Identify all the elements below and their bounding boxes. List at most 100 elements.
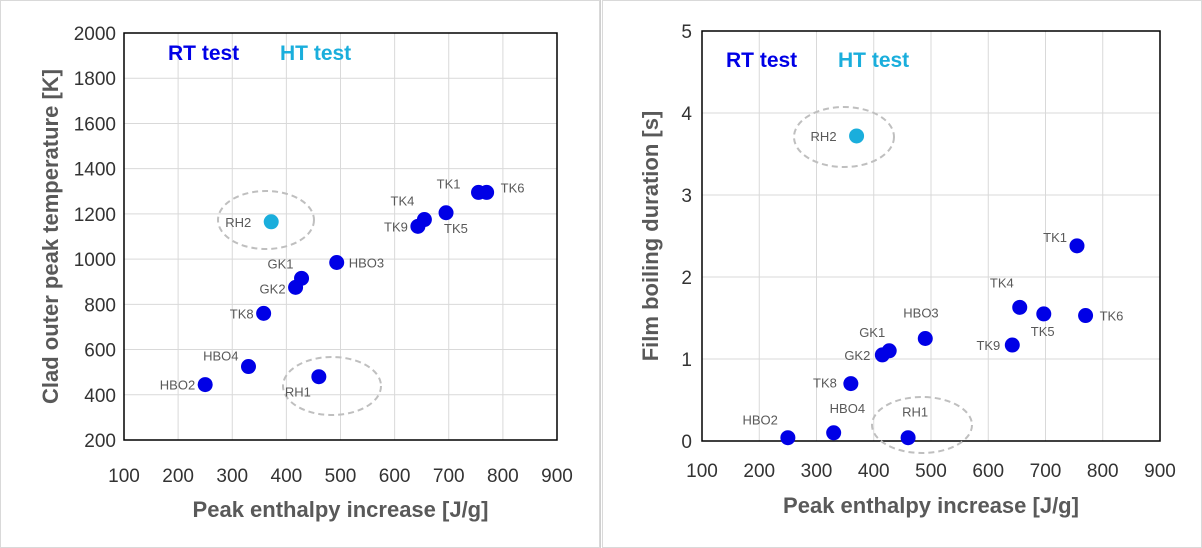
y-tick-label: 1400: [74, 160, 116, 181]
x-tick-label: 200: [743, 461, 775, 482]
data-point-tk8: [843, 376, 859, 392]
data-point-tk4: [416, 212, 432, 228]
data-label-tk9: TK9: [976, 338, 1000, 353]
scatter-chart-clad-temperature: 100 200 300 400 500 600 700 800 900 200 400 600 800 1…: [38, 24, 573, 522]
data-point-gk1: [294, 270, 310, 286]
y-tick-label: 1800: [74, 69, 116, 90]
data-label-rh1: RH1: [285, 385, 311, 400]
data-label-rh1: RH1: [902, 405, 928, 420]
x-tick-label: 600: [379, 466, 411, 487]
data-point-hbo4: [826, 425, 842, 441]
data-label-tk4: TK4: [391, 194, 415, 209]
y-tick-label: 0: [681, 432, 692, 453]
highlight-ellipse: [217, 190, 315, 250]
data-point-hbo3: [329, 255, 345, 271]
data-point-hbo3: [917, 331, 933, 346]
data-point-hbo2: [197, 377, 213, 393]
x-tick-label: 300: [216, 466, 248, 487]
y-tick-label: 3: [681, 186, 692, 207]
x-tick-label: 300: [801, 461, 833, 482]
data-label-tk6: TK6: [501, 180, 525, 195]
highlight-ellipse: [793, 106, 895, 168]
data-point-tk5: [438, 205, 454, 221]
y-tick-label: 5: [681, 22, 692, 43]
data-label-hbo3: HBO3: [349, 256, 384, 271]
legend-rt-test: RT test: [168, 42, 239, 65]
y-tick-label: 800: [84, 295, 116, 316]
plot-area-border: [123, 32, 558, 441]
data-label-rh2: RH2: [225, 215, 251, 230]
x-tick-label: 700: [1030, 461, 1062, 482]
y-axis-title: Film boiling duration [s]: [638, 111, 663, 362]
data-label-hbo2: HBO2: [160, 378, 195, 393]
y-tick-label: 1000: [74, 250, 116, 271]
data-point-rh1: [311, 369, 327, 385]
data-point-rh2: [263, 214, 279, 230]
x-tick-label: 100: [686, 461, 718, 482]
plot-area-border: [701, 30, 1161, 442]
y-tick-label: 2: [681, 268, 692, 289]
data-label-hbo4: HBO4: [830, 401, 865, 416]
legend-ht-test: HT test: [280, 42, 351, 65]
data-label-gk1: GK1: [268, 256, 294, 271]
chart-panel-right: 100 200 300 400 500 600 700 800 900 0 1 2 3 4 5 Peak en…: [602, 0, 1202, 548]
data-label-tk8: TK8: [813, 376, 837, 391]
x-tick-label: 100: [108, 466, 140, 487]
x-tick-label: 400: [271, 466, 303, 487]
x-tick-label: 900: [1144, 461, 1176, 482]
y-tick-label: 1200: [74, 205, 116, 226]
y-tick-label: 1600: [74, 114, 116, 135]
data-label-tk4: TK4: [990, 275, 1014, 290]
data-label-gk2: GK2: [844, 348, 870, 363]
data-label-tk5: TK5: [1031, 324, 1055, 339]
data-label-tk1: TK1: [437, 176, 461, 191]
data-point-hbo4: [240, 359, 256, 375]
data-point-tk9: [1004, 337, 1020, 353]
x-tick-label: 400: [858, 461, 890, 482]
data-label-rh2: RH2: [811, 129, 837, 144]
x-tick-label: 200: [162, 466, 194, 487]
y-tick-label: 2000: [74, 24, 116, 45]
data-label-hbo3: HBO3: [903, 306, 938, 321]
x-tick-label: 800: [1087, 461, 1119, 482]
data-point-tk8: [256, 305, 272, 321]
highlight-ellipse: [871, 396, 973, 454]
data-label-gk2: GK2: [260, 281, 286, 296]
x-tick-label: 600: [972, 461, 1004, 482]
x-tick-label: 500: [915, 461, 947, 482]
data-label-hbo2: HBO2: [742, 413, 777, 428]
data-label-tk5: TK5: [444, 221, 468, 236]
data-point-tk4: [1012, 299, 1028, 315]
y-tick-label: 400: [84, 386, 116, 407]
x-tick-label: 800: [487, 466, 519, 487]
y-axis-title: Clad outer peak temperature [K]: [38, 69, 63, 404]
y-tick-label: 4: [681, 104, 692, 125]
data-point-gk1: [881, 343, 897, 359]
y-tick-label: 200: [84, 431, 116, 452]
data-point-tk6: [1078, 308, 1094, 324]
y-tick-label: 1: [681, 350, 692, 371]
data-point-hbo2: [780, 430, 796, 446]
scatter-chart-film-boiling: 100 200 300 400 500 600 700 800 900 0 1 2 3 4 5 Peak en…: [638, 22, 1176, 518]
legend-ht-test: HT test: [838, 49, 909, 72]
x-axis-title: Peak enthalpy increase [J/g]: [783, 493, 1079, 518]
data-label-tk6: TK6: [1100, 309, 1124, 324]
x-tick-label: 500: [325, 466, 357, 487]
data-label-gk1: GK1: [859, 325, 885, 340]
chart-panel-left: 100 200 300 400 500 600 700 800 900 200 400 600 800 1…: [0, 0, 600, 548]
data-label-tk8: TK8: [230, 306, 254, 321]
data-point-rh2: [849, 128, 865, 144]
data-label-tk9: TK9: [384, 219, 408, 234]
panel-divider: [600, 0, 601, 548]
data-label-tk1: TK1: [1043, 230, 1067, 245]
highlight-ellipse: [282, 356, 382, 416]
data-point-tk5: [1036, 306, 1052, 322]
legend-rt-test: RT test: [726, 49, 797, 72]
y-tick-label: 600: [84, 341, 116, 362]
x-tick-label: 900: [541, 466, 573, 487]
data-point-rh1: [900, 430, 916, 446]
data-label-hbo4: HBO4: [203, 349, 238, 364]
x-tick-label: 700: [433, 466, 465, 487]
x-axis-title: Peak enthalpy increase [J/g]: [193, 497, 489, 522]
data-point-tk6: [479, 184, 495, 200]
